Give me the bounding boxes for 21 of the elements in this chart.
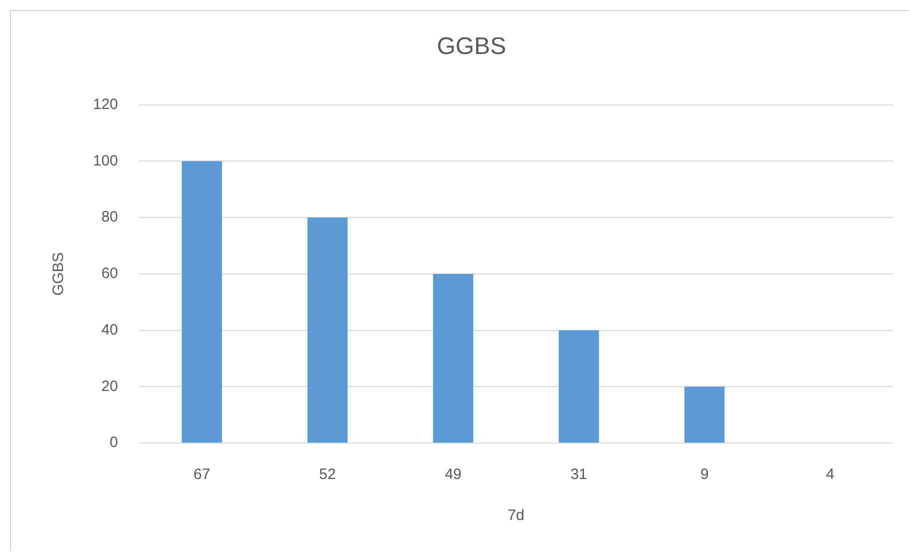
x-tick-label: 31 <box>570 466 588 484</box>
y-axis-title: GGBS <box>50 252 68 296</box>
bar <box>558 330 599 442</box>
y-tick-label: 60 <box>101 265 118 282</box>
x-tick-label: 9 <box>700 466 709 484</box>
y-tick-label: 100 <box>92 152 118 170</box>
x-axis-title: 7d <box>508 507 524 524</box>
x-tick-label: 49 <box>444 466 462 484</box>
x-tick-label: 52 <box>319 466 336 484</box>
bar <box>182 161 222 442</box>
y-tick-label: 40 <box>101 321 118 338</box>
bar <box>433 274 474 442</box>
y-tick-label: 20 <box>101 378 118 395</box>
bar <box>684 386 725 442</box>
y-tick-label: 120 <box>92 96 118 113</box>
x-tick-label: 67 <box>194 466 210 484</box>
x-tick-label: 4 <box>826 466 834 484</box>
bar <box>307 218 348 442</box>
chart-title: GGBS <box>436 33 506 60</box>
y-tick-label: 0 <box>110 434 118 452</box>
y-tick-label: 80 <box>101 208 118 226</box>
